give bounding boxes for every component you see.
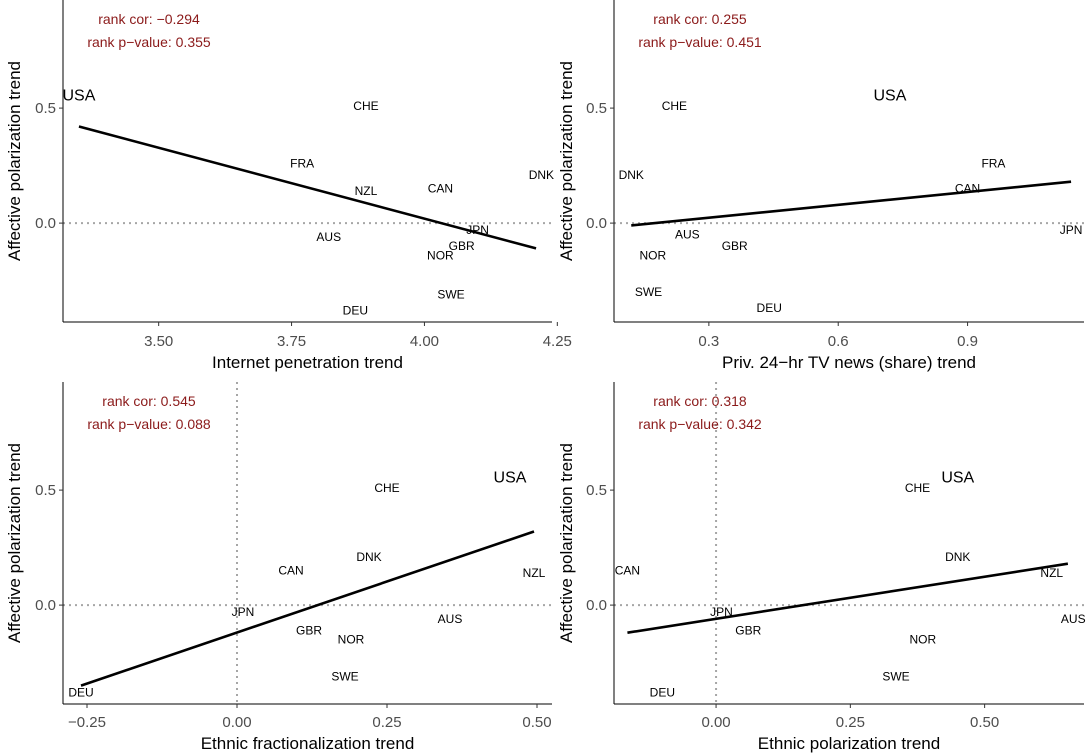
y-tick-label: 0.0 <box>586 597 607 614</box>
point-label-dnk: DNK <box>356 550 381 564</box>
rank-pvalue-annotation: rank p−value: 0.355 <box>87 34 211 50</box>
x-tick-label: 3.50 <box>144 333 173 350</box>
point-label-deu: DEU <box>68 686 93 700</box>
point-label-gbr: GBR <box>722 239 748 253</box>
point-label-jpn: JPN <box>232 605 255 619</box>
point-label-jpn: JPN <box>466 223 489 237</box>
x-tick-label: 4.00 <box>410 333 439 350</box>
point-label-jpn: JPN <box>710 605 733 619</box>
regression-fit-line <box>627 562 1069 634</box>
point-label-che: CHE <box>374 481 399 495</box>
x-tick-label: 4.25 <box>543 333 572 350</box>
x-tick-label: 0.50 <box>522 714 551 731</box>
point-label-aus: AUS <box>316 230 341 244</box>
x-axis-title: Internet penetration trend <box>212 353 403 372</box>
point-label-dnk: DNK <box>945 550 970 564</box>
x-tick-label: −0.25 <box>68 714 106 731</box>
x-axis-title: Ethnic polarization trend <box>758 734 940 753</box>
rank-correlation-annotation: rank cor: 0.545 <box>102 393 196 409</box>
point-label-nor: NOR <box>338 633 365 647</box>
point-label-can: CAN <box>278 564 303 578</box>
y-axis-title: Affective polarization trend <box>557 61 576 261</box>
x-tick-label: 3.75 <box>277 333 306 350</box>
y-axis-title: Affective polarization trend <box>5 443 24 643</box>
point-label-dnk: DNK <box>529 168 554 182</box>
point-label-aus: AUS <box>675 228 700 242</box>
point-label-usa: USA <box>62 88 95 105</box>
scatter-panel-4: 0.00 0.25 0.50 0.0 0.5 Ethnic polarization tr… <box>557 382 1086 753</box>
point-label-swe: SWE <box>635 285 662 299</box>
point-label-fra: FRA <box>981 156 1005 170</box>
point-label-nzl: NZL <box>523 566 546 580</box>
point-label-che: CHE <box>905 481 930 495</box>
regression-fit-line <box>78 125 537 250</box>
scatter-panel-1: 3.50 3.75 4.00 4.25 0.0 0.5 Internet penetrati… <box>5 0 572 372</box>
point-label-can: CAN <box>955 182 980 196</box>
point-label-usa: USA <box>494 470 527 487</box>
y-tick-label: 0.5 <box>586 100 607 117</box>
point-label-nor: NOR <box>427 248 454 262</box>
rank-correlation-annotation: rank cor: −0.294 <box>98 11 200 27</box>
x-tick-label: 0.6 <box>828 333 849 350</box>
rank-pvalue-annotation: rank p−value: 0.342 <box>638 416 762 432</box>
point-label-swe: SWE <box>882 669 909 683</box>
y-axis-title: Affective polarization trend <box>557 443 576 643</box>
point-label-deu: DEU <box>650 686 675 700</box>
point-label-usa: USA <box>874 88 907 105</box>
y-tick-label: 0.5 <box>586 482 607 499</box>
x-axis-title: Ethnic fractionalization trend <box>201 734 415 753</box>
point-label-deu: DEU <box>343 304 368 318</box>
point-label-che: CHE <box>353 99 378 113</box>
x-tick-label: 0.50 <box>970 714 999 731</box>
point-label-nor: NOR <box>910 633 937 647</box>
y-tick-label: 0.5 <box>35 100 56 117</box>
point-label-gbr: GBR <box>449 239 475 253</box>
point-label-deu: DEU <box>757 301 782 315</box>
y-tick-label: 0.0 <box>35 215 56 232</box>
x-tick-label: 0.00 <box>701 714 730 731</box>
point-label-can: CAN <box>615 564 640 578</box>
y-tick-label: 0.0 <box>35 597 56 614</box>
point-label-usa: USA <box>941 470 974 487</box>
y-tick-label: 0.0 <box>586 215 607 232</box>
point-label-swe: SWE <box>437 287 464 301</box>
y-axis-title: Affective polarization trend <box>5 61 24 261</box>
x-tick-label: 0.3 <box>698 333 719 350</box>
regression-fit-line <box>631 180 1072 227</box>
point-label-fra: FRA <box>290 156 314 170</box>
point-label-che: CHE <box>662 99 687 113</box>
rank-pvalue-annotation: rank p−value: 0.088 <box>87 416 211 432</box>
point-label-nzl: NZL <box>355 184 378 198</box>
x-tick-label: 0.25 <box>372 714 401 731</box>
point-label-dnk: DNK <box>619 168 644 182</box>
point-label-aus: AUS <box>438 612 463 626</box>
scatter-panel-2: 0.3 0.6 0.9 0.0 0.5 Priv. 24−hr TV news (shar… <box>557 0 1084 372</box>
point-label-can: CAN <box>428 182 453 196</box>
rank-correlation-annotation: rank cor: 0.255 <box>653 11 747 27</box>
point-label-gbr: GBR <box>296 623 322 637</box>
x-tick-label: 0.25 <box>836 714 865 731</box>
rank-pvalue-annotation: rank p−value: 0.451 <box>638 34 762 50</box>
point-label-gbr: GBR <box>735 623 761 637</box>
rank-correlation-annotation: rank cor: 0.318 <box>653 393 747 409</box>
point-label-nor: NOR <box>639 248 666 262</box>
point-label-swe: SWE <box>331 669 358 683</box>
point-label-jpn: JPN <box>1060 223 1083 237</box>
regression-fit-line <box>80 530 535 687</box>
point-label-aus: AUS <box>1061 612 1086 626</box>
x-tick-label: 0.9 <box>957 333 978 350</box>
x-axis-title: Priv. 24−hr TV news (share) trend <box>722 353 976 372</box>
y-tick-label: 0.5 <box>35 482 56 499</box>
scatter-panel-3: −0.25 0.00 0.25 0.50 0.0 0.5 Ethnic fractional… <box>5 382 552 753</box>
point-label-nzl: NZL <box>1040 566 1063 580</box>
x-tick-label: 0.00 <box>222 714 251 731</box>
